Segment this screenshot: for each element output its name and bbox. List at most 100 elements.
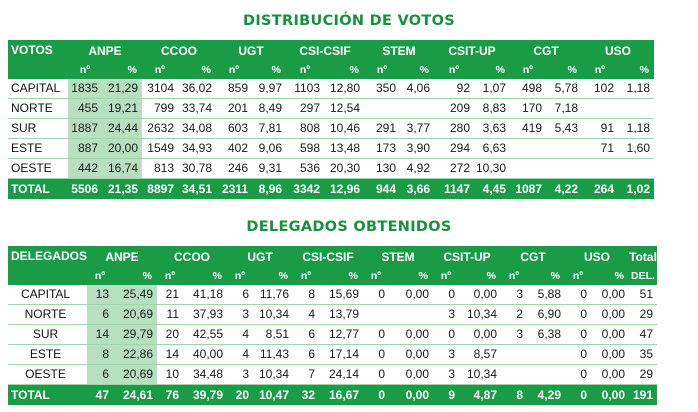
votos-cell: 3,63: [474, 118, 510, 139]
votos-cell: 7,81: [252, 118, 286, 139]
delegados-cell: 0,00: [591, 344, 630, 365]
delegados-group-header: USO: [565, 246, 630, 268]
votos-cell: 1,02: [618, 178, 654, 199]
votos-cell: 4,45: [474, 178, 510, 199]
delegados-cell: 0,00: [459, 324, 502, 345]
votos-group-header: CCOO: [142, 40, 216, 62]
delegados-cell: 7: [293, 364, 320, 385]
delegados-header-groups: DELEGADOS ANPE CCOO UGT CSI-CSIF STEM CSIT-UP C…: [8, 246, 658, 285]
votos-cell: 209: [434, 98, 474, 119]
delegados-cell: 11,76: [253, 285, 294, 305]
votos-data-row: CAPITAL 1835 21,29 3104 36,02 859 9,97 1103 12,8…: [8, 79, 654, 99]
delegados-cell: 6,90: [527, 304, 566, 325]
votos-cell: 1,18: [618, 118, 654, 139]
delegados-data-row: NORTE 6 20,69 11 37,93 3 10,34 4 13,79 3 10,34 2 6,9…: [8, 304, 658, 325]
votos-cell: [618, 98, 654, 119]
delegados-cell: 0: [363, 344, 390, 365]
votos-cell: 7,18: [546, 98, 582, 119]
delegados-cell: 4,87: [459, 384, 502, 405]
delegados-data-row: ESTE 8 22,86 14 40,00 4 11,43 6 17,14 0 0,00 3 8,57 0…: [8, 344, 658, 365]
votos-cell: 170: [510, 98, 546, 119]
delegados-cell: 10,34: [459, 304, 502, 325]
delegados-cell: 40,00: [183, 344, 228, 365]
votos-sub-n: nº: [510, 62, 546, 79]
votos-group-header: ANPE: [68, 40, 142, 62]
votos-cell: 173: [364, 138, 400, 159]
delegados-title: DELEGADOS OBTENIDOS: [246, 219, 452, 235]
delegados-sub-n: nº: [501, 268, 528, 285]
votos-cell: 10,46: [324, 118, 364, 139]
votos-cell: 4,92: [400, 158, 434, 179]
delegados-cell: 41,18: [183, 285, 228, 305]
delegados-cell: 0: [363, 285, 390, 305]
votos-cell: 887: [68, 138, 102, 159]
votos-cell: 1,18: [618, 79, 654, 99]
delegados-cell: 0: [565, 285, 592, 305]
delegados-cell: 20: [157, 324, 184, 345]
delegados-group-header: CGT: [501, 246, 566, 268]
delegados-sub-n: nº: [227, 268, 254, 285]
delegados-cell: 24,61: [113, 384, 158, 405]
votos-sub-pct: %: [178, 62, 216, 79]
delegados-sub-pct: %: [319, 268, 364, 285]
delegados-cell: 32: [293, 384, 320, 405]
delegados-cell: 5,88: [527, 285, 566, 305]
delegados-cell: 0,00: [389, 384, 434, 405]
delegados-sub-pct: %: [591, 268, 630, 285]
votos-cell: 498: [510, 79, 546, 99]
delegados-cell: 6: [87, 304, 114, 325]
delegados-corner-label: DELEGADOS: [8, 246, 88, 285]
votos-cell: 36,02: [178, 79, 216, 99]
votos-cell: 350: [364, 79, 400, 99]
delegados-row-label: TOTAL: [8, 384, 88, 405]
votos-cell: 13,48: [324, 138, 364, 159]
delegados-data-row: OESTE 6 20,69 10 34,48 3 10,34 7 24,14 0 0,00 3 10,3…: [8, 364, 658, 385]
delegados-cell: 10,34: [253, 364, 294, 385]
delegados-data-row: CAPITAL 13 25,49 21 41,18 6 11,76 8 15,69 0 0,00 0 0…: [8, 285, 658, 305]
delegados-total-sub: DEL.: [629, 268, 658, 285]
votos-sub-n: nº: [434, 62, 474, 79]
delegados-cell: 11: [157, 304, 184, 325]
votos-cell: 272: [434, 158, 474, 179]
votos-cell: 12,80: [324, 79, 364, 99]
votos-cell: 92: [434, 79, 474, 99]
delegados-cell: 0,00: [389, 285, 434, 305]
delegados-sub-n: nº: [87, 268, 114, 285]
delegados-cell: 2: [501, 304, 528, 325]
delegados-total-cell: 191: [629, 384, 658, 405]
delegados-cell: 4: [227, 324, 254, 345]
delegados-cell: 6,38: [527, 324, 566, 345]
delegados-cell: 3: [227, 304, 254, 325]
delegados-cell: [501, 344, 528, 365]
delegados-cell: 3: [501, 285, 528, 305]
delegados-cell: 8: [501, 384, 528, 405]
delegados-row-label: NORTE: [8, 304, 88, 325]
votos-cell: 603: [216, 118, 252, 139]
delegados-sub-pct: %: [183, 268, 228, 285]
delegados-sub-n: nº: [293, 268, 320, 285]
votos-cell: 130: [364, 158, 400, 179]
delegados-row-label: ESTE: [8, 344, 88, 365]
delegados-cell: 3: [501, 324, 528, 345]
votos-cell: 8,96: [252, 178, 286, 199]
delegados-cell: 0: [363, 384, 390, 405]
votos-cell: 34,93: [178, 138, 216, 159]
votos-cell: 102: [582, 79, 618, 99]
votos-cell: 799: [142, 98, 178, 119]
votos-cell: [510, 138, 546, 159]
votos-cell: 34,51: [178, 178, 216, 199]
votos-cell: 16,74: [102, 158, 142, 179]
delegados-cell: 0: [433, 324, 460, 345]
delegados-cell: 6: [227, 285, 254, 305]
delegados-cell: 14: [87, 324, 114, 345]
votos-data-row: SUR 1887 24,44 2632 34,08 603 7,81 808 10,46 291 3…: [8, 118, 654, 139]
votos-cell: 34,08: [178, 118, 216, 139]
delegados-cell: 4: [227, 344, 254, 365]
votos-cell: 808: [286, 118, 324, 139]
delegados-cell: 0: [565, 344, 592, 365]
votos-cell: 21,35: [102, 178, 142, 199]
delegados-cell: [363, 304, 390, 325]
votos-sub-pct: %: [618, 62, 654, 79]
votos-cell: 4,06: [400, 79, 434, 99]
votos-cell: 71: [582, 138, 618, 159]
